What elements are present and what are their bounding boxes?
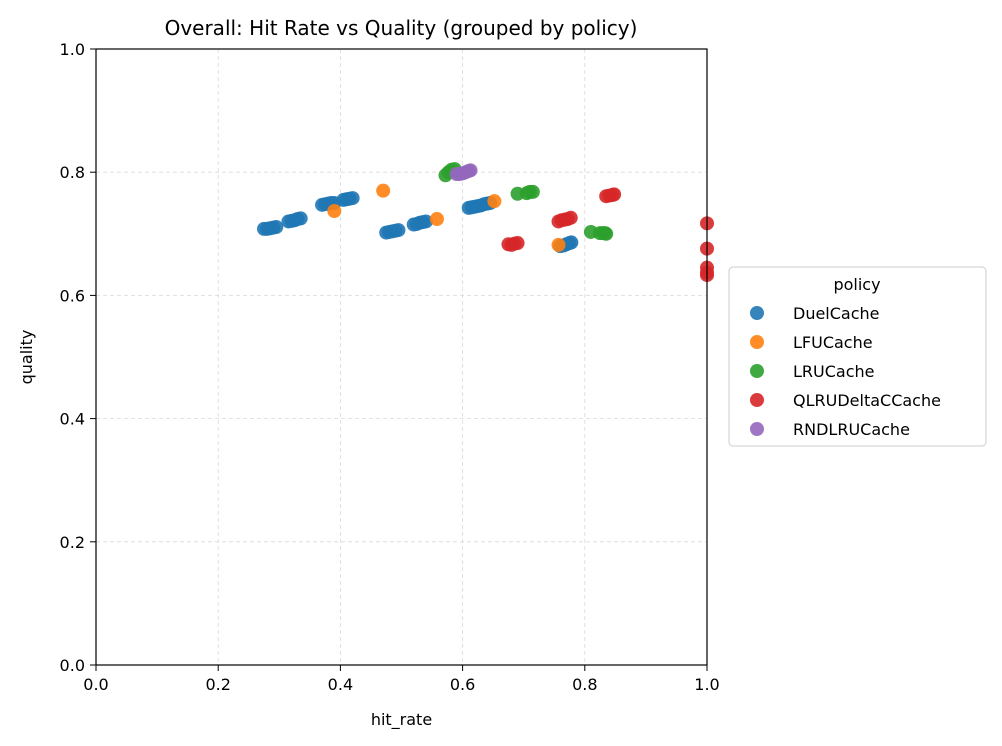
legend-items: DuelCache LFUCache LRUCache QLRUDeltaCCache…: [750, 304, 941, 439]
legend-label-lrucache: LRUCache: [793, 362, 875, 381]
chart-title: Overall: Hit Rate vs Quality (grouped by…: [165, 16, 638, 40]
legend: policy DuelCache LFUCache LRUCache QLRUDelt…: [728, 266, 987, 447]
plot-frame: [95, 48, 708, 666]
axis-ticks: 0.0 0.2 0.4 0.6 0.8 1.0 0.0 0.2 0.4 0.6 0.8 1.0: [60, 40, 720, 694]
legend-marker-lrucache: [750, 364, 764, 378]
y-tick-label: 0.0: [60, 656, 85, 675]
legend-marker-qlrudeltaccache: [750, 393, 764, 407]
point-duelcache: [269, 220, 284, 235]
legend-label-qlrudeltaccache: QLRUDeltaCCache: [793, 391, 941, 410]
point-qlrudeltaccache: [563, 210, 578, 225]
point-lrucache: [599, 226, 614, 241]
x-tick-label: 0.0: [83, 675, 108, 694]
legend-marker-lfucache: [750, 335, 764, 349]
point-duelcache: [391, 223, 406, 238]
point-lfucache: [376, 183, 391, 198]
y-tick-label: 0.2: [60, 533, 85, 552]
x-tick-label: 0.2: [205, 675, 230, 694]
data-points: [257, 162, 714, 283]
legend-label-duelcache: DuelCache: [793, 304, 880, 323]
legend-marker-rndlrucache: [750, 422, 764, 436]
point-duelcache: [293, 211, 308, 226]
point-duelcache: [345, 191, 360, 206]
legend-label-rndlrucache: RNDLRUCache: [793, 420, 910, 439]
x-axis-label: hit_rate: [371, 710, 432, 730]
legend-marker-duelcache: [750, 306, 764, 320]
x-tick-label: 0.4: [328, 675, 353, 694]
point-lfucache: [551, 237, 566, 252]
point-lrucache: [525, 184, 540, 199]
point-lfucache: [429, 212, 444, 227]
legend-title: policy: [833, 275, 880, 294]
point-duelcache: [418, 214, 433, 229]
point-duelcache: [564, 235, 579, 250]
point-lfucache: [487, 194, 502, 209]
legend-box: [728, 266, 987, 447]
y-axis-label: quality: [17, 330, 36, 385]
x-tick-label: 1.0: [694, 675, 719, 694]
point-lfucache: [327, 204, 342, 219]
grid-lines: [95, 48, 708, 666]
x-tick-label: 0.6: [450, 675, 475, 694]
legend-label-lfucache: LFUCache: [793, 333, 873, 352]
y-tick-label: 1.0: [60, 40, 85, 59]
x-tick-label: 0.8: [572, 675, 597, 694]
y-tick-label: 0.8: [60, 163, 85, 182]
y-tick-label: 0.4: [60, 410, 85, 429]
point-qlrudeltaccache: [510, 236, 525, 251]
point-qlrudeltaccache: [607, 187, 622, 202]
y-tick-label: 0.6: [60, 286, 85, 305]
point-rndlrucache: [463, 163, 478, 178]
